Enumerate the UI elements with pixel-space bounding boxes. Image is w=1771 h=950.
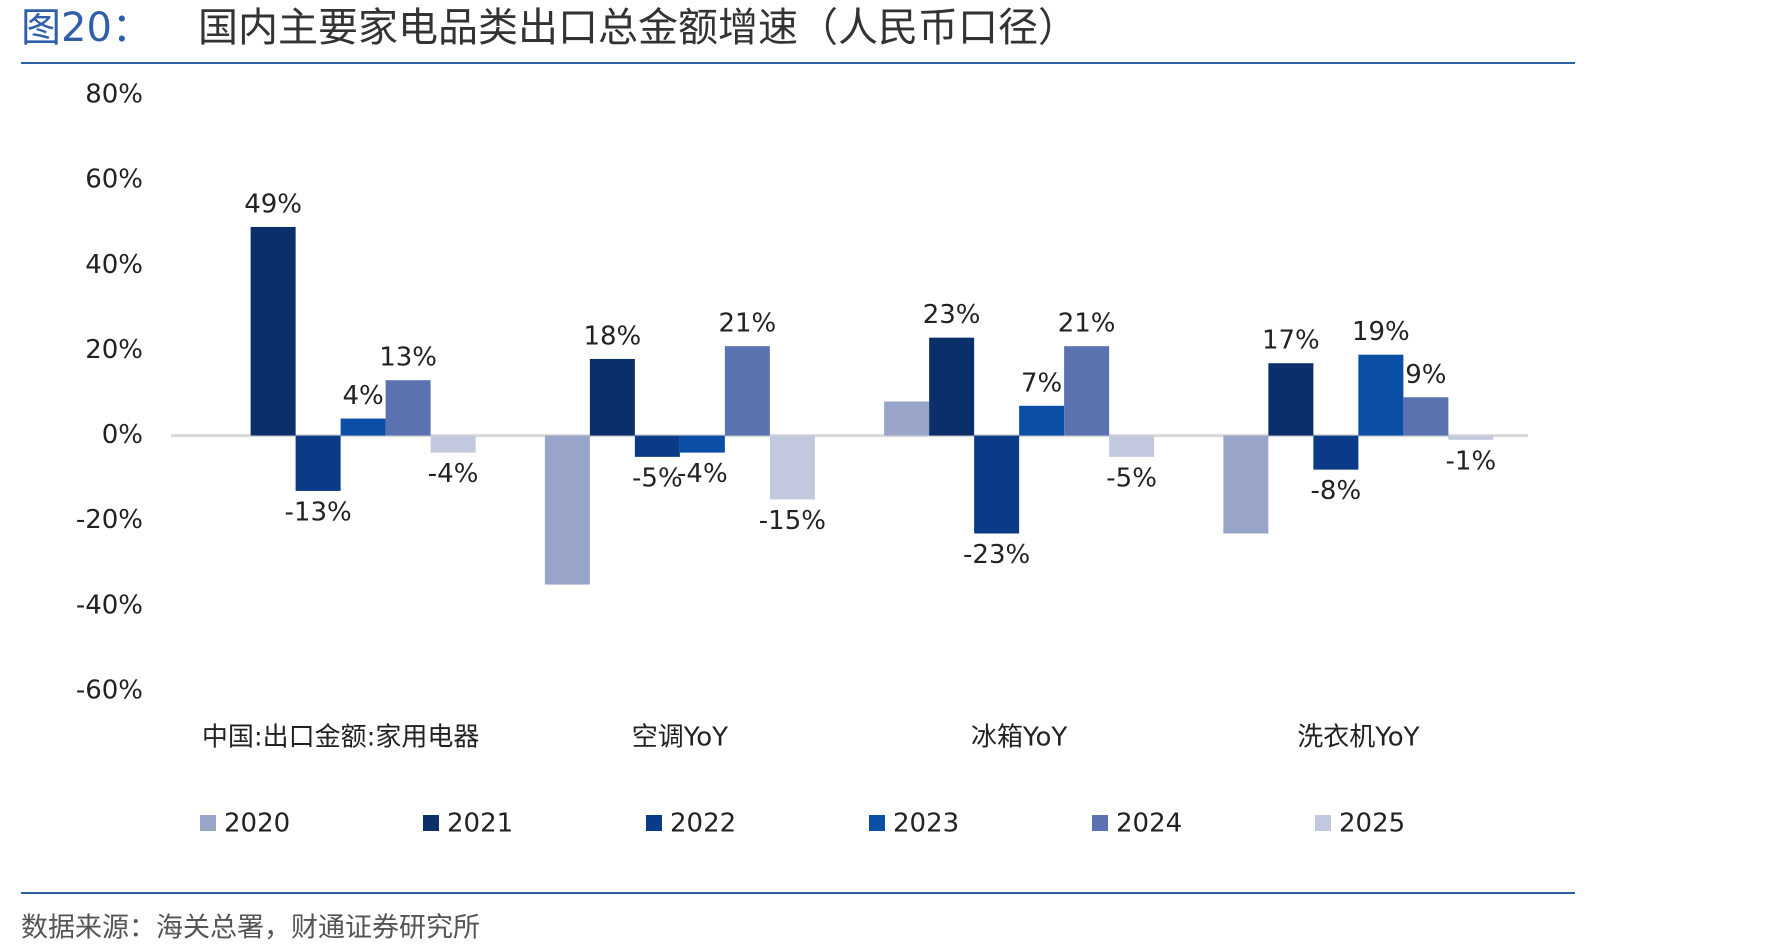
x-tick-label: 空调YoY <box>632 723 728 753</box>
bar <box>724 346 770 436</box>
data-label: 19% <box>1352 317 1410 347</box>
data-label: -15% <box>759 506 826 536</box>
legend-label: 2025 <box>1339 809 1405 839</box>
bar <box>634 435 680 457</box>
y-tick-label: -20% <box>76 505 143 535</box>
legend-label: 2024 <box>1116 809 1182 839</box>
bar <box>1403 397 1449 436</box>
data-label: -5% <box>632 463 683 493</box>
bar <box>929 337 975 436</box>
bar <box>295 435 341 491</box>
bar <box>1448 435 1494 440</box>
chart-title: 国内主要家电品类出口总金额增速（人民币口径） <box>198 5 1078 51</box>
data-label: 9% <box>1405 360 1446 390</box>
bar <box>250 226 296 436</box>
data-label: -1% <box>1446 446 1497 476</box>
y-tick-label: -60% <box>76 676 143 706</box>
data-label: -4% <box>677 459 728 489</box>
y-tick-label: 40% <box>85 250 143 280</box>
data-label: 21% <box>1058 309 1116 339</box>
x-tick-label: 冰箱YoY <box>971 723 1067 753</box>
bar <box>1223 435 1269 534</box>
data-label: 7% <box>1021 368 1062 398</box>
bar <box>340 418 386 436</box>
legend-swatch <box>1092 815 1108 831</box>
bar <box>385 380 431 436</box>
legend-label: 2020 <box>224 809 290 839</box>
legend-swatch <box>423 815 439 831</box>
data-label: -23% <box>963 540 1030 570</box>
x-tick-label: 中国:出口金额:家用电器 <box>202 723 480 753</box>
figure-label: 图20： <box>21 5 152 51</box>
bar <box>1313 435 1359 470</box>
bar <box>430 435 476 453</box>
data-label: -5% <box>1106 463 1157 493</box>
bar <box>1064 346 1110 436</box>
data-label: -4% <box>428 459 479 489</box>
legend-swatch <box>869 815 885 831</box>
data-label: 49% <box>244 189 302 219</box>
y-tick-label: 60% <box>85 165 143 195</box>
bar <box>1109 435 1155 457</box>
data-label: 18% <box>583 321 641 351</box>
legend-label: 2023 <box>893 809 959 839</box>
legend-label: 2021 <box>447 809 513 839</box>
x-tick-label: 洗衣机YoY <box>1297 723 1419 753</box>
y-tick-label: 0% <box>102 420 143 450</box>
bar <box>589 358 635 436</box>
data-label: -13% <box>285 497 352 527</box>
legend-swatch <box>646 815 662 831</box>
legend-label: 2022 <box>670 809 736 839</box>
bar <box>1358 354 1404 436</box>
bar <box>769 435 815 500</box>
legend-swatch <box>200 815 216 831</box>
data-label: 23% <box>923 300 981 330</box>
data-label: 17% <box>1262 326 1320 356</box>
bar <box>884 401 930 436</box>
bar <box>974 435 1020 534</box>
data-label: 4% <box>343 381 384 411</box>
data-label: 21% <box>718 309 776 339</box>
legend-swatch <box>1315 815 1331 831</box>
bar <box>544 435 590 585</box>
source: 数据来源：海关总署，财通证券研究所 <box>21 913 480 944</box>
data-label: -8% <box>1311 476 1362 506</box>
data-label: 13% <box>379 343 437 373</box>
y-tick-label: 80% <box>85 80 143 110</box>
y-tick-label: 20% <box>85 335 143 365</box>
y-tick-label: -40% <box>76 590 143 620</box>
bar <box>679 435 725 453</box>
bar <box>1268 363 1314 436</box>
bar <box>1019 405 1065 436</box>
